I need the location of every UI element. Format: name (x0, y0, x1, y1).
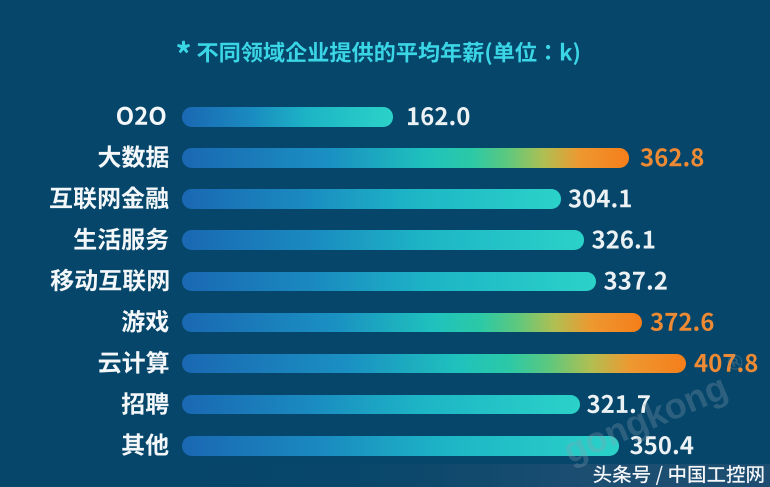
svg-text:gongkong: gongkong (557, 366, 733, 472)
svg-text:®: ® (724, 349, 748, 376)
